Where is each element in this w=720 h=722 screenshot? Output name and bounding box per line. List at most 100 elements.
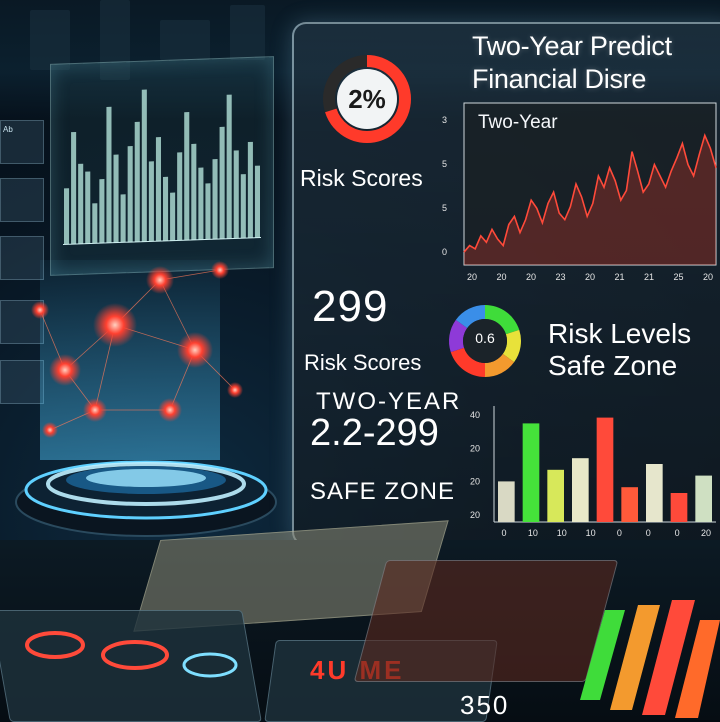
risk-scores-label-2: Risk Scores (304, 350, 422, 375)
y-tick-label: 0 (442, 247, 447, 257)
donut-slice (450, 347, 485, 377)
bar-x-tick-label: 0 (675, 528, 680, 538)
network-node (146, 266, 174, 294)
network-node (83, 398, 107, 422)
line-series-area (464, 135, 716, 265)
risk-donut-chart (449, 305, 521, 377)
histogram-bar (233, 150, 239, 239)
bar-y-tick-label: 40 (470, 410, 480, 420)
histogram-bar (198, 167, 204, 240)
ring-arc (323, 55, 411, 143)
bar-x-tick-label: 10 (528, 528, 538, 538)
title-line-2: Financial Disre (472, 64, 647, 94)
risk-levels-line-1: Risk Levels (548, 318, 692, 349)
hologram-histogram (63, 89, 261, 245)
bar-x-tick-label: 10 (586, 528, 596, 538)
desk-bars (580, 600, 720, 718)
histogram-bar (170, 192, 176, 241)
background-building (160, 20, 210, 60)
x-tick-label: 21 (644, 272, 654, 282)
two-year-label: TWO-YEAR (316, 388, 462, 415)
risk-ring-chart (323, 55, 411, 143)
histogram-bar (148, 161, 154, 242)
histogram-bar (191, 143, 197, 240)
risk-ring-value: 2% (348, 84, 386, 114)
histogram-axis (63, 237, 261, 245)
risk-bar (695, 475, 712, 522)
histogram-bar (177, 152, 183, 241)
y-tick-label: 5 (442, 159, 447, 169)
histogram-bar (99, 179, 105, 244)
risk-bar (498, 481, 515, 522)
histogram-bar (247, 141, 253, 239)
histogram-bar (85, 171, 91, 244)
risk-scores-label: Risk Scores (300, 165, 423, 191)
risk-bar (572, 458, 589, 522)
donut-slice (502, 329, 521, 363)
x-tick-label: 20 (467, 272, 477, 282)
histogram-bar (113, 154, 119, 243)
hologram-pedestal[interactable] (12, 440, 280, 540)
histogram-bar (205, 183, 211, 240)
risk-levels-bar-chart: 40 20 20 20 0 10 10 10 0 0 0 20 (470, 406, 716, 538)
donut-slice (485, 305, 520, 335)
histogram-bar (155, 137, 162, 242)
risk-bar (646, 464, 663, 522)
histogram-bar (141, 89, 147, 242)
bar-y-tick-label: 20 (470, 443, 480, 453)
line-chart-title: Two-Year (478, 112, 558, 133)
side-panel[interactable] (0, 178, 44, 222)
ring-center (337, 69, 397, 129)
line-series (463, 133, 717, 253)
x-tick-label: 20 (526, 272, 536, 282)
histogram-bar (184, 112, 190, 241)
page-title: Two-Year Predict Financial Disre (472, 30, 672, 96)
background-building (100, 0, 130, 80)
background-building (30, 10, 70, 70)
side-panel[interactable] (0, 236, 44, 280)
bottom-value: 350 (460, 690, 510, 720)
safe-zone-label: SAFE ZONE (310, 478, 456, 505)
risk-bar (522, 423, 540, 522)
bar-y-tick-label: 20 (470, 477, 480, 487)
x-tick-label: 20 (703, 272, 713, 282)
risk-bar (621, 487, 638, 522)
range-value: 2.2-299 (310, 412, 439, 454)
network-node (211, 261, 229, 279)
histogram-bar (226, 94, 232, 239)
hologram-histogram-panel (50, 56, 274, 276)
donut-slice (485, 353, 515, 377)
histogram-bar (127, 146, 133, 243)
network-node (42, 422, 58, 438)
donut-slice (449, 319, 468, 353)
histogram-bar (163, 176, 169, 241)
network-node (49, 354, 81, 386)
y-tick-label: 5 (442, 203, 447, 213)
risk-bar (670, 493, 688, 522)
network-hologram (31, 260, 243, 460)
x-tick-label: 23 (555, 272, 565, 282)
risk-bar (596, 417, 614, 522)
network-node (177, 332, 213, 368)
histogram-bar (92, 203, 98, 244)
two-year-line-chart: 3 5 5 0 20 20 20 23 20 21 21 25 20 (442, 102, 717, 282)
risk-levels-line-2: Safe Zone (548, 350, 678, 381)
side-panel[interactable]: Ab (0, 120, 44, 164)
histogram-bar (134, 121, 140, 242)
histogram-bar (106, 106, 112, 243)
histogram-bar (71, 131, 77, 245)
big-number: 299 (312, 282, 389, 331)
y-tick-label: 3 (442, 115, 447, 125)
donut-value: 0.6 (475, 330, 495, 346)
histogram-bar (64, 188, 70, 245)
bar-y-tick-label: 20 (470, 510, 480, 520)
side-panel-label (1, 179, 43, 187)
bar-x-tick-label: 0 (617, 528, 622, 538)
side-panel-label: Ab (3, 125, 13, 134)
network-node (31, 301, 49, 319)
histogram-bar (240, 174, 246, 239)
bar-x-tick-label: 10 (557, 528, 567, 538)
x-tick-label: 20 (585, 272, 595, 282)
histogram-bar (120, 194, 126, 243)
histogram-bar (219, 126, 225, 239)
